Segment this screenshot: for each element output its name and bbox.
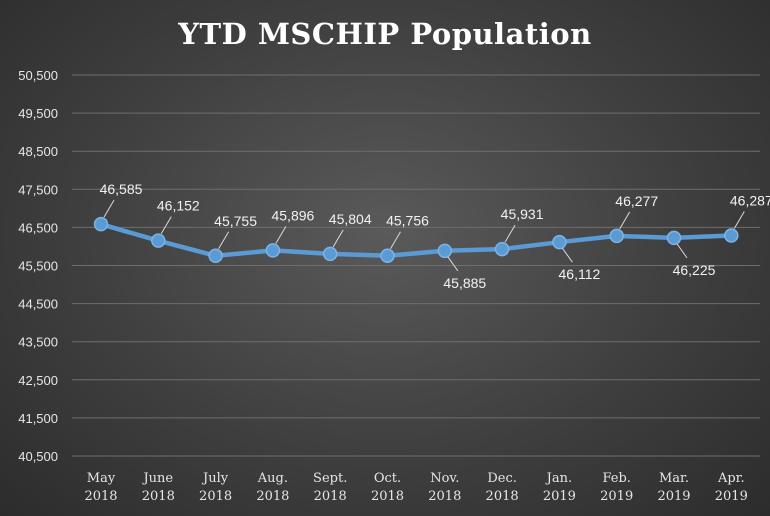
data-point-marker [208, 248, 223, 264]
x-tick-label: Dec. 2018 [486, 471, 519, 504]
label-leader-line [676, 243, 688, 259]
y-axis: 40,500 41,500 42,500 43,500 44,500 45,500 46,5… [18, 68, 58, 464]
data-label: 45,885 [443, 275, 486, 291]
y-tick-label: 49,500 [18, 106, 58, 121]
data-point-marker [552, 234, 567, 250]
data-point-marker [265, 243, 281, 258]
data-label: 45,804 [329, 211, 372, 227]
x-tick-label: Aug. 2018 [256, 471, 289, 504]
data-label: 45,756 [386, 213, 429, 229]
data-point-marker [666, 230, 682, 246]
data-point-marker [437, 243, 453, 259]
data-point-marker [380, 248, 395, 263]
label-leader-line [390, 231, 401, 249]
data-label: 46,112 [559, 266, 601, 282]
data-label: 46,277 [615, 193, 658, 209]
data-point-marker [494, 241, 510, 257]
chart-title: YTD MSCHIP Population [177, 17, 591, 51]
y-tick-label: 42,500 [18, 373, 58, 388]
y-tick-label: 45,500 [18, 259, 58, 274]
series-line [98, 221, 734, 259]
data-label: 45,931 [501, 206, 544, 222]
y-tick-label: 43,500 [18, 335, 58, 350]
data-point-marker [322, 246, 338, 262]
data-label: 45,755 [214, 213, 257, 229]
data-point-marker [724, 228, 739, 243]
x-tick-label: Nov. 2018 [428, 471, 461, 504]
data-label: 46,152 [157, 198, 200, 214]
y-tick-label: 48,500 [18, 144, 58, 159]
y-tick-label: 44,500 [18, 297, 58, 312]
data-label: 46,287 [730, 193, 770, 209]
label-leader-line [733, 211, 745, 229]
x-tick-label: Apr. 2019 [715, 471, 748, 504]
data-point-marker [609, 228, 624, 244]
gridlines [72, 74, 760, 457]
label-leader-line [275, 226, 287, 244]
x-tick-label: Sept. 2018 [313, 471, 347, 504]
label-leader-line [160, 216, 172, 234]
data-labels: 46,585 46,152 45,755 45,896 45,804 45,756 45,8… [100, 181, 770, 291]
label-leader-line [103, 199, 115, 218]
x-tick-label: Feb. 2019 [600, 471, 633, 504]
label-leader-line [561, 247, 573, 263]
x-tick-label: May 2018 [84, 471, 117, 504]
y-tick-label: 46,500 [18, 220, 58, 235]
data-point-marker [93, 216, 109, 232]
label-leader-line [218, 231, 230, 250]
x-tick-label: Oct. 2018 [371, 471, 404, 504]
x-tick-label: Jan. 2019 [543, 471, 576, 504]
data-label: 45,896 [271, 207, 314, 223]
label-leader-line [332, 229, 344, 248]
x-tick-label: Mar. 2019 [657, 471, 690, 504]
x-tick-label: July 2018 [199, 471, 232, 504]
label-leader-line [619, 211, 631, 230]
data-point-marker [151, 233, 166, 248]
y-tick-label: 40,500 [18, 449, 58, 464]
label-leader-line [447, 256, 459, 272]
y-tick-label: 47,500 [18, 182, 58, 197]
label-leader-line [504, 224, 516, 243]
data-series [93, 216, 739, 264]
data-label: 46,225 [673, 262, 716, 278]
data-label: 46,585 [100, 181, 143, 197]
y-tick-label: 50,500 [18, 68, 58, 83]
x-axis: May 2018 June 2018 July 2018 Aug. 2018 Sept. 2018… [84, 471, 747, 504]
x-tick-label: June 2018 [141, 471, 174, 504]
y-tick-label: 41,500 [18, 411, 58, 426]
